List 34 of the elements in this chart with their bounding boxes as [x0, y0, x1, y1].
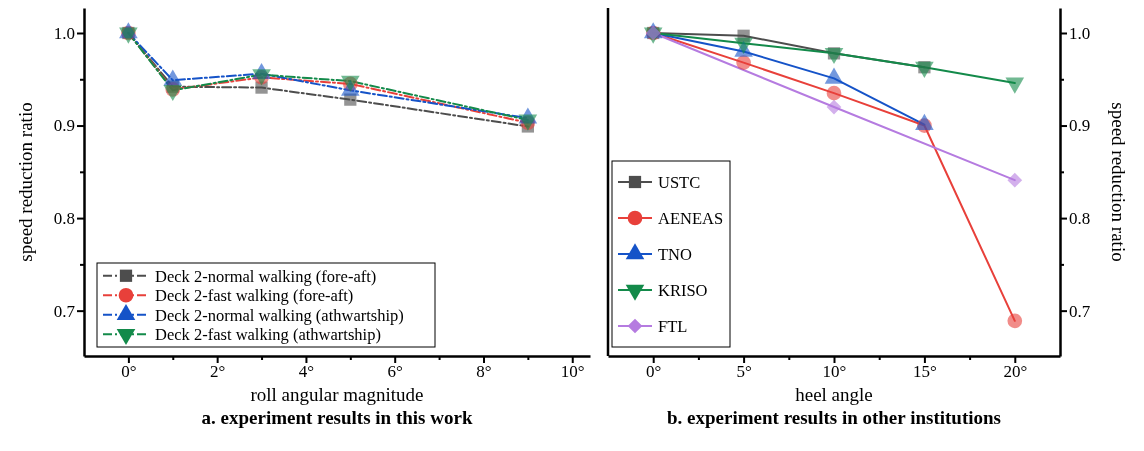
- text: b. experiment results in other institutions: [667, 407, 1001, 428]
- x-tick-label: 5°: [736, 362, 752, 382]
- y-tick-label: 0.9: [53, 116, 75, 136]
- y2-tick-label: 0.8: [1069, 209, 1091, 229]
- x-tick-label: 8°: [476, 362, 492, 382]
- y-tick-label: 1.0: [53, 23, 75, 43]
- x-tick-label: 10°: [560, 362, 585, 382]
- legend-label: Deck 2-normal walking (fore-aft): [155, 266, 377, 286]
- y2-tick-label: 0.7: [1069, 301, 1091, 321]
- x-tick-label: 4°: [298, 362, 315, 382]
- legend-label: USTC: [658, 173, 701, 192]
- x-tick-label: 2°: [210, 362, 226, 382]
- x-tick-label: 0°: [121, 362, 137, 382]
- x-axis-title: heel angle: [795, 384, 873, 405]
- y2-axis-title: speed reduction ratio: [1108, 102, 1129, 262]
- y-tick-label: 0.7: [53, 301, 76, 321]
- legend-label: Deck 2-fast walking (fore-aft): [155, 286, 354, 306]
- y-axis-title: speed reduction ratio: [15, 102, 36, 262]
- x-tick-label: 15°: [912, 362, 937, 382]
- y2-tick-label: 0.9: [1069, 116, 1091, 136]
- y-tick-label: 0.8: [53, 209, 75, 229]
- x-tick-label: 10°: [822, 362, 847, 382]
- legend-label: Deck 2-fast walking (athwartship): [155, 325, 381, 345]
- legend-label: Deck 2-normal walking (athwartship): [155, 305, 404, 325]
- x-tick-label: 6°: [387, 362, 403, 382]
- legend-label: FTL: [658, 317, 688, 336]
- x-tick-label: 20°: [1003, 362, 1028, 382]
- x-axis-title: roll angular magnitude: [250, 384, 424, 405]
- text: a. experiment results in this work: [201, 407, 473, 428]
- legend-label: TNO: [658, 245, 692, 264]
- legend-label: AENEAS: [658, 209, 724, 228]
- x-tick-label: 0°: [646, 362, 662, 382]
- legend-label: KRISO: [658, 281, 708, 300]
- y2-tick-label: 1.0: [1069, 23, 1091, 43]
